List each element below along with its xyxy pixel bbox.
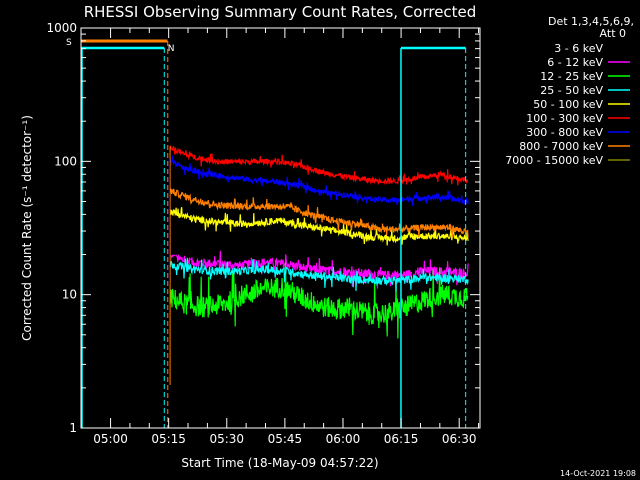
y-tick-label: 1000 bbox=[46, 21, 77, 35]
y-tick-label: 10 bbox=[62, 288, 77, 302]
night-flag-label: N bbox=[168, 44, 175, 54]
plot-frame bbox=[80, 27, 481, 429]
legend-entry-label: 7000 - 15000 keV bbox=[505, 154, 603, 167]
legend-header-line-1: Det 1,3,4,5,6,9, bbox=[548, 15, 634, 28]
y-tick-label: 100 bbox=[54, 154, 77, 168]
x-tick-label: 05:00 bbox=[93, 432, 128, 446]
legend-entry-label: 100 - 300 keV bbox=[526, 112, 603, 125]
series-line bbox=[169, 250, 469, 289]
series-line bbox=[169, 187, 469, 238]
series-line bbox=[169, 255, 469, 324]
x-tick-label: 05:15 bbox=[151, 432, 186, 446]
legend-entry-label: 6 - 12 keV bbox=[547, 56, 603, 69]
x-tick-label: 06:15 bbox=[384, 432, 419, 446]
timestamp-footer: 14-Oct-2021 19:08 bbox=[560, 469, 636, 478]
x-tick-label: 06:00 bbox=[326, 432, 361, 446]
x-tick-label: 05:45 bbox=[268, 432, 303, 446]
legend-entry-label: 25 - 50 keV bbox=[540, 84, 603, 97]
legend-entry-label: 12 - 25 keV bbox=[540, 70, 603, 83]
series-line bbox=[169, 257, 469, 292]
plot-series-group bbox=[168, 145, 469, 386]
y-axis-label: Corrected Count Rate (s⁻¹ detector⁻¹) bbox=[20, 115, 34, 341]
legend-entry-label: 800 - 7000 keV bbox=[519, 140, 603, 153]
series-line bbox=[169, 145, 469, 186]
x-tick-label: 05:30 bbox=[209, 432, 244, 446]
x-tick-label: 06:30 bbox=[442, 432, 477, 446]
x-axis-label: Start Time (18-May-09 04:57:22) bbox=[181, 456, 378, 470]
saa-flag-label: S bbox=[66, 38, 72, 48]
legend-header-line-2: Att 0 bbox=[600, 27, 626, 40]
x-axis-ticks: 05:00 05:15 05:30 05:45 06:00 06:15 06:30 bbox=[93, 28, 480, 446]
legend-entry-label: 50 - 100 keV bbox=[533, 98, 603, 111]
chart-title: RHESSI Observing Summary Count Rates, Co… bbox=[84, 3, 477, 21]
legend-entry-label: 3 - 6 keV bbox=[554, 42, 603, 55]
series-line bbox=[169, 262, 469, 339]
y-axis-ticks: 1 10 100 1000 bbox=[46, 21, 480, 435]
series-line bbox=[169, 155, 469, 207]
y-tick-label: 1 bbox=[69, 421, 77, 435]
legend-entry-label: 300 - 800 keV bbox=[526, 126, 603, 139]
